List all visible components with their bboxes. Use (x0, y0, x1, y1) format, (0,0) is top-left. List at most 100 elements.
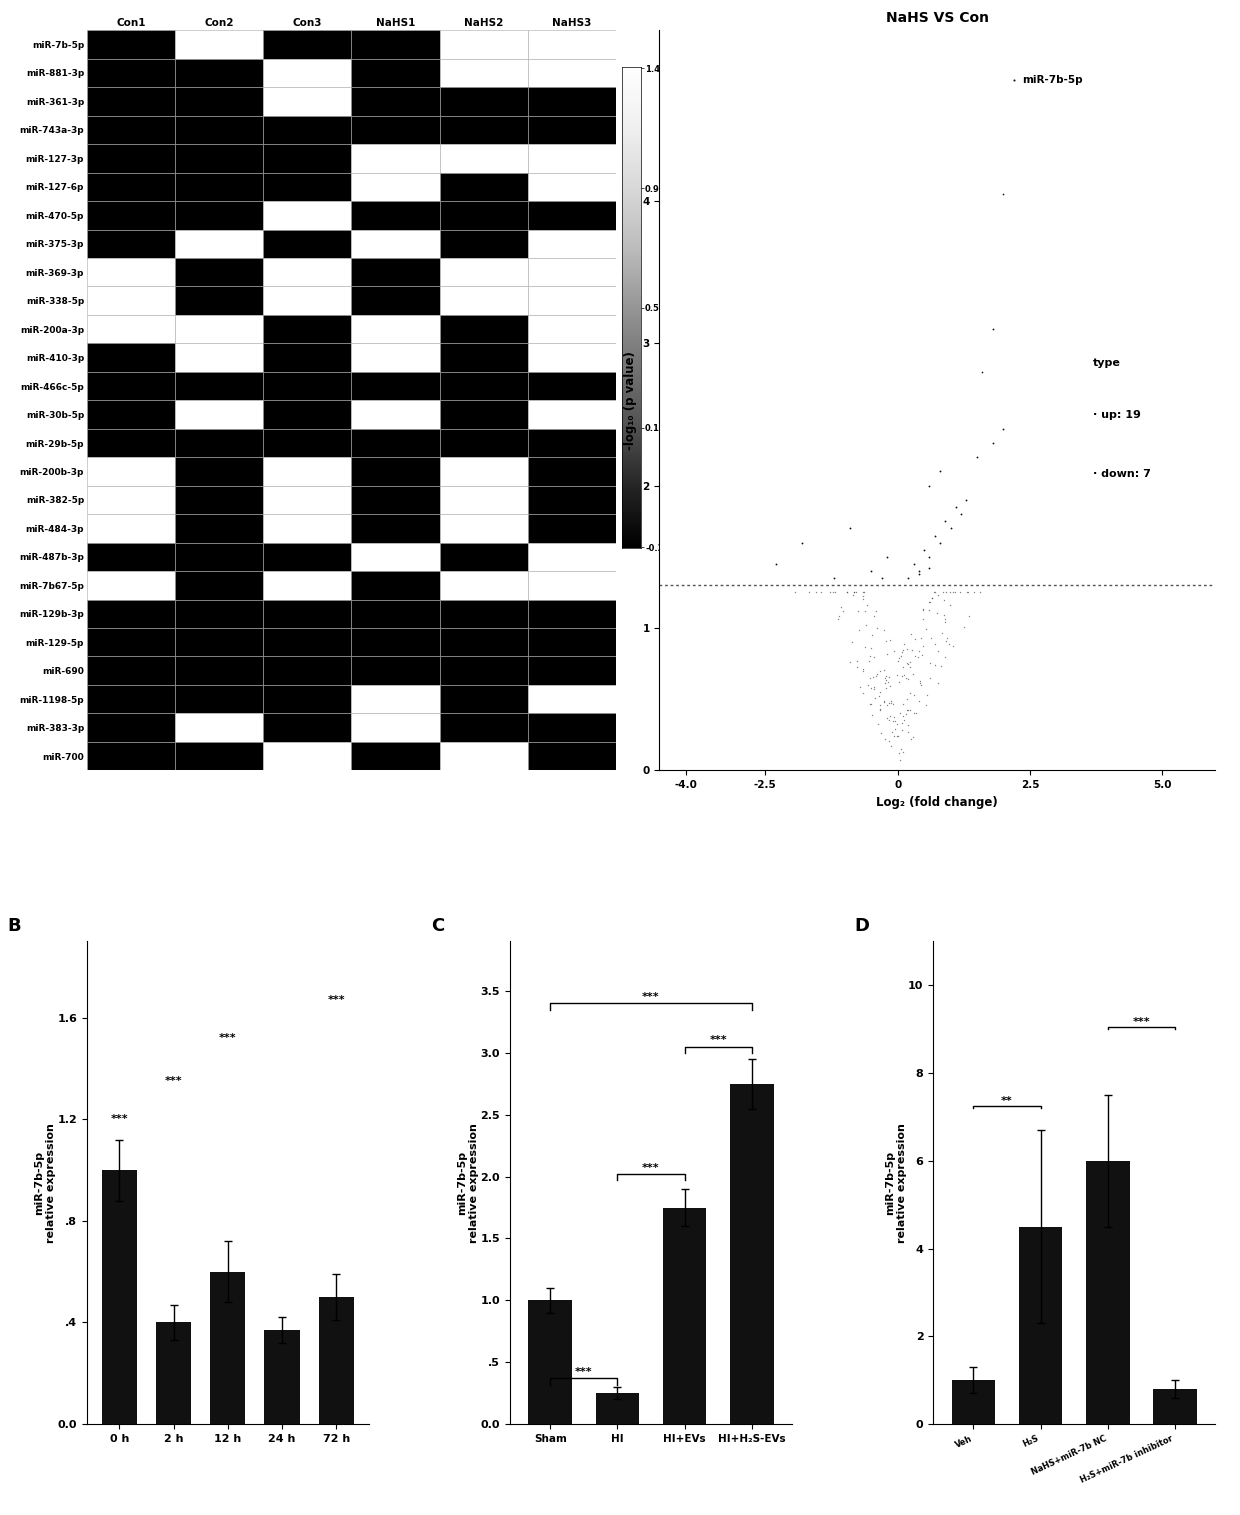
Bar (528, 1300, 572, 1424)
Bar (263, 629, 351, 656)
Point (888, 724, 908, 748)
Point (864, 645, 884, 670)
Bar (263, 230, 351, 258)
Bar (440, 542, 528, 571)
Point (921, 586, 941, 611)
Point (874, 658, 894, 682)
Point (877, 664, 897, 688)
Point (911, 642, 931, 667)
Point (900, 654, 920, 679)
Text: ***: *** (709, 1035, 727, 1045)
Point (895, 667, 915, 691)
Point (874, 689, 894, 714)
Bar (440, 144, 528, 173)
Point (930, 530, 950, 554)
Point (893, 639, 913, 664)
Point (884, 724, 904, 748)
Bar (528, 344, 616, 371)
Bar (440, 201, 528, 230)
Bar (264, 1330, 300, 1424)
Bar (87, 115, 175, 144)
Bar (263, 144, 351, 173)
Bar (263, 286, 351, 315)
Bar (351, 144, 440, 173)
Point (889, 670, 909, 694)
Point (879, 691, 899, 715)
Point (901, 623, 921, 647)
Bar (440, 59, 528, 88)
Bar (440, 685, 528, 714)
Point (909, 562, 929, 586)
Point (828, 603, 848, 627)
Point (916, 617, 936, 641)
Point (920, 474, 940, 498)
Point (875, 671, 895, 695)
Text: C: C (432, 918, 444, 935)
Point (861, 644, 880, 668)
Point (918, 683, 937, 708)
Bar (528, 59, 616, 88)
Point (936, 580, 956, 604)
Point (898, 698, 918, 723)
Point (870, 697, 890, 721)
Point (877, 642, 897, 667)
Bar (87, 230, 175, 258)
Point (853, 588, 873, 612)
Point (914, 597, 934, 621)
Point (900, 727, 920, 751)
Bar (87, 315, 175, 344)
Point (870, 721, 890, 745)
Point (920, 556, 940, 580)
Bar (528, 429, 616, 458)
Point (856, 635, 875, 659)
Point (884, 704, 904, 729)
Point (882, 689, 901, 714)
Bar (528, 115, 616, 144)
Point (940, 580, 960, 604)
Point (883, 691, 903, 715)
Bar (263, 486, 351, 514)
Point (944, 580, 963, 604)
Bar (351, 173, 440, 201)
Point (940, 594, 960, 618)
Point (928, 671, 947, 695)
Bar (730, 1083, 774, 1424)
Bar (87, 173, 175, 201)
Point (828, 606, 848, 630)
Bar (351, 88, 440, 115)
Bar (175, 400, 263, 429)
Bar (263, 315, 351, 344)
Point (843, 583, 863, 608)
Point (936, 629, 956, 653)
Bar (175, 714, 263, 742)
Point (909, 689, 929, 714)
Bar (175, 629, 263, 656)
Bar (440, 371, 528, 400)
Text: ***: *** (642, 1164, 660, 1173)
Point (848, 598, 868, 623)
Text: B: B (7, 918, 21, 935)
Bar (351, 656, 440, 685)
Bar (440, 173, 528, 201)
Point (934, 588, 954, 612)
Point (870, 680, 890, 704)
Bar (263, 201, 351, 230)
Point (921, 626, 941, 650)
Bar (440, 629, 528, 656)
Point (825, 580, 844, 604)
Point (954, 615, 973, 639)
Point (970, 580, 990, 604)
Bar (528, 714, 616, 742)
Point (853, 659, 873, 683)
Text: ***: *** (219, 1033, 237, 1044)
Point (892, 711, 911, 735)
Bar (528, 286, 616, 315)
Bar (351, 230, 440, 258)
Bar (351, 486, 440, 514)
Point (853, 583, 873, 608)
Bar (528, 201, 616, 230)
Point (921, 586, 941, 611)
Bar (351, 542, 440, 571)
Bar (87, 30, 175, 59)
Point (888, 650, 908, 674)
